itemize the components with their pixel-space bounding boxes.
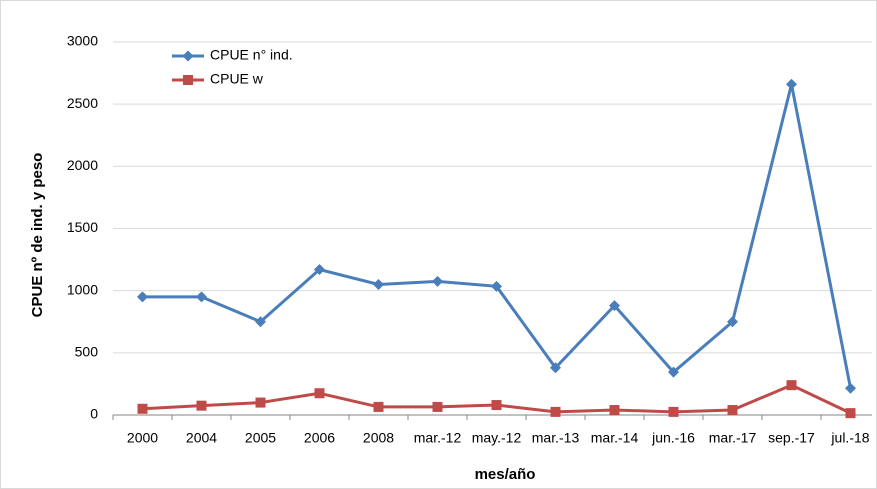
point	[786, 380, 797, 391]
point	[668, 366, 679, 378]
x-tick-label: 2005	[245, 430, 276, 446]
x-tick-label: jul.-18	[830, 430, 869, 446]
x-tick-label: 2004	[186, 430, 217, 446]
point	[491, 400, 502, 411]
point	[137, 403, 148, 414]
y-tick-label: 0	[90, 406, 98, 422]
point	[314, 264, 325, 276]
legend-label: CPUE n° ind.	[210, 47, 293, 63]
y-axis-title: CPUE nº de ind. y peso	[29, 153, 46, 318]
x-tick-label: 2008	[363, 430, 394, 446]
point	[727, 316, 738, 328]
y-tick-label: 2000	[67, 157, 98, 173]
point	[668, 406, 679, 417]
point	[491, 280, 502, 292]
point	[432, 401, 443, 412]
point	[845, 382, 856, 394]
point	[727, 405, 738, 416]
point	[137, 291, 148, 303]
legend-marker	[183, 75, 193, 85]
y-tick-label: 3000	[67, 33, 98, 49]
y-tick-label: 500	[75, 344, 99, 360]
point	[550, 406, 561, 417]
x-tick-label: mar.-17	[709, 430, 757, 446]
point	[786, 78, 797, 90]
point	[196, 291, 207, 303]
y-tick-label: 1000	[67, 281, 98, 297]
point	[845, 408, 856, 419]
y-tick-label: 2500	[67, 95, 98, 111]
x-tick-label: mar.-12	[414, 430, 462, 446]
x-tick-label: 2000	[127, 430, 158, 446]
point	[550, 362, 561, 374]
x-axis-title: mes/año	[475, 466, 536, 483]
point	[432, 275, 443, 287]
legend-marker	[182, 50, 194, 62]
x-tick-label: mar.-13	[532, 430, 580, 446]
x-tick-label: mar.-14	[591, 430, 639, 446]
point	[373, 278, 384, 290]
point	[609, 300, 620, 312]
point	[255, 397, 266, 408]
y-tick-label: 1500	[67, 219, 98, 235]
x-tick-label: jun.-16	[651, 430, 695, 446]
legend-label: CPUE w	[210, 71, 264, 87]
x-tick-label: sep.-17	[768, 430, 815, 446]
x-tick-label: 2006	[304, 430, 335, 446]
point	[609, 405, 620, 416]
point	[373, 401, 384, 412]
point	[314, 388, 325, 399]
point	[255, 316, 266, 328]
x-tick-label: may.-12	[472, 430, 522, 446]
point	[196, 400, 207, 411]
